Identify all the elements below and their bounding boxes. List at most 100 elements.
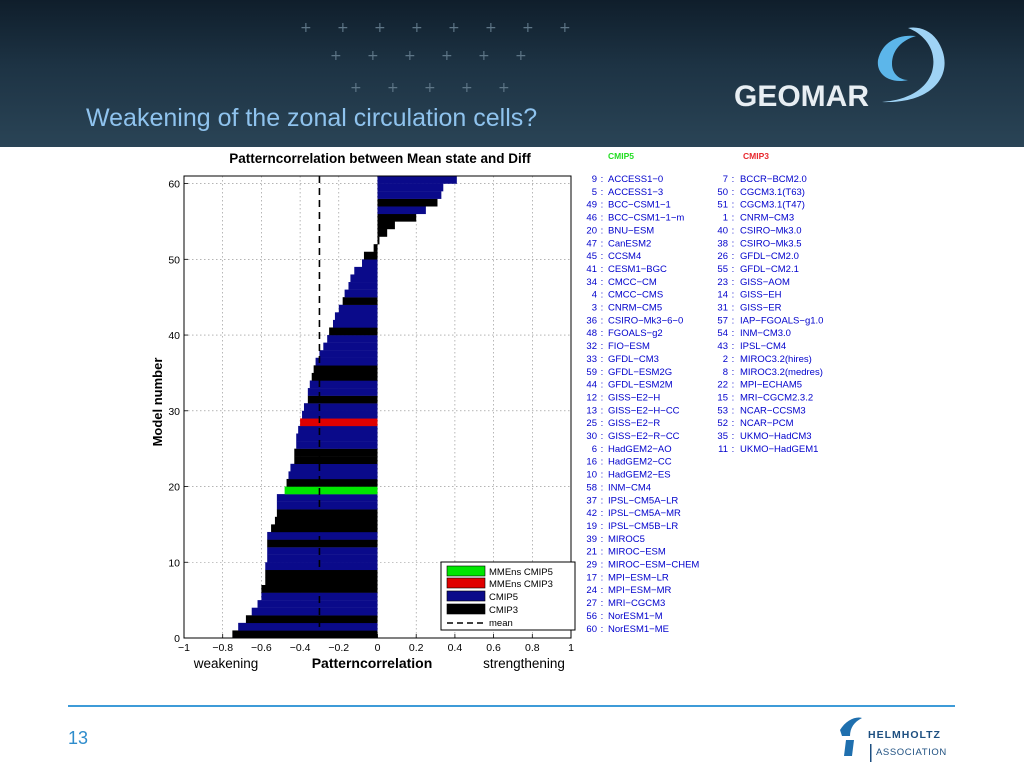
header-plus-mark: +	[559, 20, 571, 36]
model-number: 27	[586, 598, 597, 609]
bar	[342, 297, 378, 305]
model-number: 33	[586, 354, 597, 365]
model-number: 1	[723, 213, 728, 224]
bar	[288, 471, 378, 480]
legend-swatch-mmens-cmip3	[446, 577, 486, 589]
model-name: ACCESS1−0	[608, 174, 663, 185]
bar	[276, 501, 378, 510]
header-plus-mark: +	[337, 20, 349, 36]
model-separator: :	[732, 225, 735, 236]
model-name: IPSL−CM4	[740, 341, 786, 352]
geomar-logo-text: GEOMAR	[734, 80, 869, 113]
model-number: 43	[717, 341, 728, 352]
model-separator: :	[732, 418, 735, 429]
model-separator: :	[732, 392, 735, 403]
model-separator: :	[601, 405, 604, 416]
bar	[334, 312, 378, 321]
model-number: 60	[586, 624, 597, 635]
header-plus-mark: +	[300, 20, 312, 36]
model-number: 42	[586, 508, 597, 519]
model-number: 16	[586, 457, 597, 468]
cmip5-model-list: 9: ACCESS1−05: ACCESS1−349: BCC−CSM1−146: BC…	[586, 174, 699, 635]
model-name: CESM1−BGC	[608, 264, 667, 275]
model-number: 6	[592, 444, 597, 455]
model-name: HadGEM2−AO	[608, 444, 672, 455]
model-separator: :	[601, 380, 604, 391]
model-number: 2	[723, 354, 728, 365]
model-name: MIROC−ESM	[608, 547, 666, 558]
model-separator: :	[601, 482, 604, 493]
bar	[245, 615, 378, 624]
model-separator: :	[732, 328, 735, 339]
model-number: 38	[717, 238, 728, 249]
header-plus-mark: +	[404, 48, 416, 64]
model-number: 9	[592, 174, 597, 185]
model-separator: :	[601, 303, 604, 314]
model-number: 37	[586, 495, 597, 506]
model-separator: :	[601, 290, 604, 301]
model-number: 31	[717, 303, 728, 314]
x-tick-label: 0.6	[486, 642, 501, 654]
model-name: CNRM−CM3	[740, 213, 794, 224]
model-number: 26	[717, 251, 728, 262]
model-name: NorESM1−M	[608, 611, 663, 622]
bar	[323, 342, 378, 351]
model-separator: :	[732, 315, 735, 326]
model-separator: :	[732, 405, 735, 416]
y-tick-label: 40	[168, 330, 180, 342]
header-plus-mark: +	[461, 80, 473, 96]
model-number: 19	[586, 521, 597, 532]
geomar-logo-swirl	[882, 27, 945, 103]
y-tick-label: 30	[168, 406, 180, 418]
bar	[265, 569, 378, 578]
model-name: MRI−CGCM2.3.2	[740, 392, 813, 403]
model-number: 30	[586, 431, 597, 442]
cmip3-model-list: 7: BCCR−BCM2.0 50: CGCM3.1(T63) 51: CGCM3.1(T…	[717, 174, 823, 455]
model-name: CSIRO−Mk3.0	[740, 225, 802, 236]
helmholtz-logo-icon	[840, 717, 862, 756]
model-name: MIROC−ESM−CHEM	[608, 560, 699, 571]
bar	[265, 562, 378, 571]
x-axis-label-right: strengthening	[483, 656, 565, 671]
model-name: CGCM3.1(T63)	[740, 187, 805, 198]
model-number: 15	[717, 392, 728, 403]
model-separator: :	[601, 251, 604, 262]
model-name: GISS−E2−H−CC	[608, 405, 680, 416]
x-tick-label: −0.8	[212, 642, 233, 654]
model-number: 58	[586, 482, 597, 493]
model-number: 4	[592, 290, 597, 301]
model-separator: :	[601, 611, 604, 622]
x-tick-label: −0.4	[290, 642, 311, 654]
model-number: 54	[717, 328, 728, 339]
model-separator: :	[732, 213, 735, 224]
model-number: 55	[717, 264, 728, 275]
model-separator: :	[732, 367, 735, 378]
model-number: 24	[586, 585, 597, 596]
model-separator: :	[732, 380, 735, 391]
bar	[377, 206, 426, 215]
header-plus-mark: +	[350, 80, 362, 96]
model-number: 46	[586, 213, 597, 224]
model-number: 10	[586, 470, 597, 481]
model-name: BNU−ESM	[608, 225, 654, 236]
model-name: GISS−ER	[740, 303, 782, 314]
bar	[290, 463, 378, 472]
bar	[311, 372, 378, 381]
model-name: GISS−E2−H	[608, 392, 660, 403]
x-tick-label: −1	[178, 642, 190, 654]
x-axis-label-left: weakening	[193, 656, 259, 671]
model-number: 49	[586, 200, 597, 211]
slide-title: Weakening of the zonal circulation cells…	[86, 104, 538, 132]
x-tick-label: 0.8	[525, 642, 540, 654]
model-separator: :	[732, 431, 735, 442]
header-plus-mark: +	[387, 80, 399, 96]
bar	[332, 319, 378, 328]
model-separator: :	[732, 200, 735, 211]
model-separator: :	[732, 238, 735, 249]
bar	[271, 524, 378, 533]
model-number: 20	[586, 225, 597, 236]
model-separator: :	[601, 547, 604, 558]
model-name: MPI−ECHAM5	[740, 380, 802, 391]
model-number: 22	[717, 380, 728, 391]
model-number: 45	[586, 251, 597, 262]
